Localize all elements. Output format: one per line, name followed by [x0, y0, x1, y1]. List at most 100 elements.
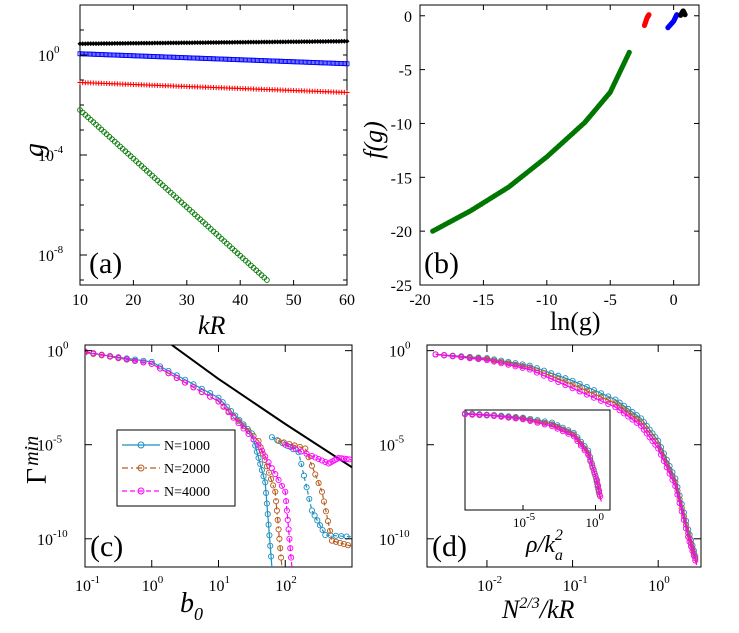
data-point	[250, 436, 257, 443]
panel-c-plot-area	[85, 345, 352, 567]
data-point	[301, 39, 307, 45]
data-point	[227, 56, 232, 62]
data-point	[173, 54, 179, 60]
data-point	[211, 56, 216, 62]
data-point	[616, 403, 623, 410]
panel-d: 10-2 10-1 100 100 10-5 10-10 10-5 100 ρ/ka2 (d…	[379, 340, 702, 624]
data-point	[562, 375, 569, 382]
data-point	[104, 41, 110, 46]
data-point	[505, 361, 512, 368]
data-point	[227, 39, 233, 45]
y-tick-label: 100	[47, 340, 69, 361]
data-point	[213, 56, 219, 62]
data-point	[304, 59, 310, 65]
inset-x-tick-label: 100	[586, 511, 605, 530]
data-point	[625, 409, 632, 416]
data-point	[138, 53, 144, 59]
panel-b-label: (b)	[424, 247, 459, 280]
data-point	[82, 41, 88, 47]
x-tick-label: 102	[275, 574, 297, 595]
data-point	[275, 39, 281, 45]
data-point	[88, 51, 94, 57]
data-point	[598, 390, 605, 397]
y-tick-label: 10-8	[38, 244, 64, 265]
data-point	[583, 383, 590, 391]
data-point	[285, 39, 291, 45]
data-point	[88, 41, 94, 47]
data-point	[194, 40, 200, 46]
data-point	[125, 40, 131, 46]
panel-c-legend: N=1000 N=2000 N=4000	[116, 429, 236, 507]
data-point	[178, 40, 184, 46]
data-point	[533, 369, 540, 376]
x-tick-label: 101	[209, 574, 231, 595]
panel-a-ylabel: g	[19, 143, 50, 157]
data-point	[267, 39, 273, 45]
data-point	[318, 488, 326, 495]
data-point	[576, 384, 583, 391]
data-point	[176, 55, 182, 60]
svg-text:Γmin: Γmin	[21, 436, 53, 484]
data-point	[581, 447, 588, 454]
data-point	[339, 61, 345, 66]
data-point	[149, 54, 155, 59]
data-point	[179, 55, 184, 60]
data-point	[282, 488, 289, 495]
data-point	[332, 538, 340, 545]
data-point	[312, 60, 318, 65]
data-point	[269, 39, 275, 45]
data-point	[620, 410, 627, 417]
data-point	[154, 54, 160, 60]
data-point	[605, 397, 612, 404]
data-point	[268, 553, 275, 560]
data-point	[132, 357, 139, 364]
panel-d-inset: 10-5 100 ρ/ka2	[461, 409, 611, 564]
data-point	[258, 447, 265, 454]
data-point	[269, 58, 275, 64]
data-point	[344, 61, 350, 67]
data-point	[149, 40, 155, 46]
data-point	[276, 535, 283, 542]
data-point	[629, 409, 636, 416]
data-point	[258, 467, 265, 474]
data-point	[162, 40, 168, 46]
data-point	[232, 57, 238, 62]
data-point	[309, 60, 315, 65]
data-point	[657, 451, 665, 458]
data-point	[197, 55, 203, 61]
data-point	[144, 40, 150, 46]
data-point	[176, 40, 182, 46]
data-point	[512, 363, 519, 370]
data-point	[315, 480, 322, 487]
data-point	[583, 391, 590, 398]
data-point	[106, 40, 112, 46]
data-point	[577, 442, 585, 449]
data-point	[314, 517, 321, 524]
data-point	[562, 382, 569, 389]
data-point	[512, 415, 519, 422]
data-point	[469, 411, 476, 418]
data-point	[307, 39, 313, 45]
data-point	[128, 53, 134, 59]
data-point	[237, 39, 243, 45]
data-point	[306, 495, 313, 502]
data-point	[597, 493, 604, 500]
data-point	[245, 430, 252, 437]
data-point	[257, 460, 264, 468]
data-point	[585, 451, 592, 458]
series-line	[435, 353, 698, 564]
data-point	[160, 40, 166, 46]
x-tick-label: 100	[142, 574, 164, 595]
data-point	[170, 40, 176, 46]
data-point	[202, 40, 208, 46]
data-point	[287, 443, 294, 451]
data-point	[98, 52, 104, 57]
data-point	[235, 57, 240, 63]
data-point	[277, 39, 283, 45]
x-tick-label: 60	[339, 292, 355, 309]
data-point	[620, 402, 627, 409]
data-point	[109, 40, 115, 46]
panel-b-frame	[419, 4, 700, 286]
data-point	[316, 522, 324, 529]
data-point	[280, 39, 286, 45]
